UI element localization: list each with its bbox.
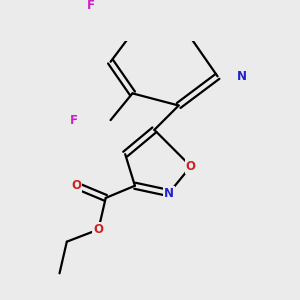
Text: F: F [87,0,95,12]
Text: O: O [93,223,103,236]
Text: O: O [186,160,196,173]
Text: N: N [164,187,174,200]
Text: O: O [71,179,82,192]
Text: F: F [70,114,78,127]
Text: N: N [237,70,247,83]
